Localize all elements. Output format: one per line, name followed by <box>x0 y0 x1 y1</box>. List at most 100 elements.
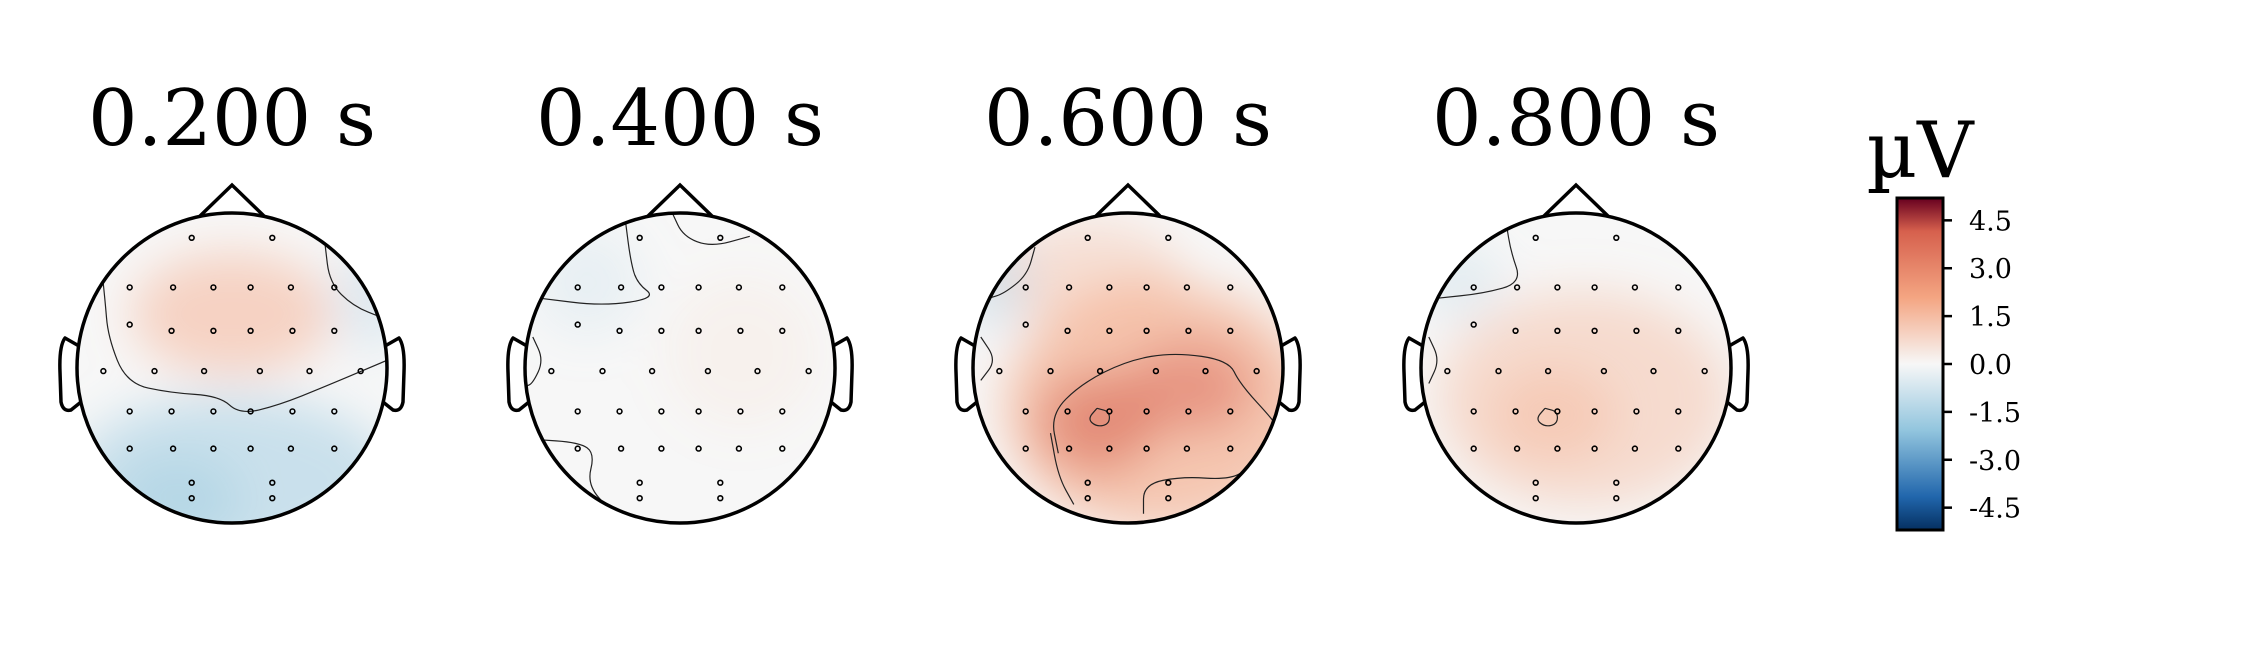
sensor-marker <box>1633 408 1640 415</box>
contour-line <box>980 336 993 381</box>
colorbar-gradient <box>1895 196 1945 532</box>
contour-line <box>324 243 385 319</box>
sensor-marker <box>1470 445 1477 452</box>
sensor-marker <box>1532 234 1539 242</box>
sensor-marker <box>289 408 296 415</box>
sensor-marker <box>1047 367 1054 375</box>
sensor-marker <box>1633 327 1640 334</box>
sensor-marker <box>1165 495 1172 502</box>
left-ear-outline <box>1402 336 1427 413</box>
right-ear-outline <box>829 336 854 413</box>
nose-outline <box>646 182 714 218</box>
sensor-marker <box>658 445 665 452</box>
contour-line <box>1428 336 1438 384</box>
sensor-marker <box>1513 445 1521 452</box>
sensor-marker <box>287 445 295 452</box>
topomap-panel: 0.400 s <box>506 74 854 525</box>
sensor-markers <box>100 234 364 502</box>
sensor-marker <box>695 284 702 291</box>
sensor-marker <box>1701 367 1708 375</box>
sensor-marker <box>548 367 555 375</box>
sensor-marker <box>1512 327 1519 334</box>
field-blob <box>996 220 1183 330</box>
sensor-marker <box>269 234 276 242</box>
sensor-marker <box>717 495 724 502</box>
sensor-marker <box>1675 408 1682 415</box>
sensor-marker <box>1600 367 1608 375</box>
field-blob <box>1421 244 1504 322</box>
sensor-marker <box>1022 284 1029 291</box>
sensor-marker <box>695 408 702 415</box>
sensor-marker <box>1165 234 1172 242</box>
sensor-marker <box>779 445 786 452</box>
head-outline <box>75 211 389 525</box>
sensor-marker <box>1065 445 1073 452</box>
sensor-marker <box>737 327 744 334</box>
sensor-marker <box>695 445 702 452</box>
field-blob <box>115 453 240 523</box>
head-outline <box>971 211 1285 525</box>
sensor-marker <box>617 445 625 452</box>
sensor-marker <box>1185 327 1192 334</box>
sensor-marker <box>599 367 606 375</box>
nose-outline <box>1542 182 1610 218</box>
sensor-marker <box>1143 284 1150 291</box>
sensor-marker <box>1227 408 1234 415</box>
sensor-marker <box>1185 408 1192 415</box>
sensor-marker <box>737 408 744 415</box>
sensor-marker <box>1470 321 1477 328</box>
sensor-marker <box>648 367 656 375</box>
field-blob <box>1124 340 1256 434</box>
sensor-marker <box>1022 321 1029 328</box>
contour-lines <box>525 213 750 511</box>
sensor-marker <box>1202 367 1209 375</box>
topomap-panel: 0.800 s <box>1402 74 1750 525</box>
colorbar-tick-label: -3.0 <box>1969 446 2021 477</box>
sensor-marker <box>1106 327 1113 334</box>
contour-line <box>532 438 611 511</box>
sensor-marker <box>1675 284 1682 291</box>
colorbar-tick-label: 3.0 <box>1969 254 2012 285</box>
sensor-marker <box>1065 284 1073 291</box>
sensor-marker <box>1591 284 1598 291</box>
sensor-marker <box>735 445 743 452</box>
panel-title: 0.200 s <box>88 74 376 164</box>
field-blob <box>131 251 333 376</box>
sensor-marker <box>168 327 175 334</box>
sensor-marker <box>1631 445 1639 452</box>
contour-line <box>988 246 1036 299</box>
topomap-field <box>77 213 387 523</box>
sensor-marker <box>1183 284 1191 291</box>
sensor-marker <box>126 445 133 452</box>
sensor-marker <box>247 327 254 334</box>
sensor-marker <box>100 367 107 375</box>
colorbar-label: µV <box>1866 106 1975 196</box>
contour-line <box>671 213 750 245</box>
sensor-marker <box>126 408 133 415</box>
sensor-marker <box>1084 234 1091 242</box>
sensor-marker <box>188 234 195 242</box>
sensor-marker <box>1096 367 1104 375</box>
sensor-marker <box>616 408 623 415</box>
sensor-marker <box>331 408 338 415</box>
sensor-marker <box>1532 495 1539 502</box>
topomap-panel: 0.600 s <box>954 74 1302 525</box>
sensor-marker <box>1022 445 1029 452</box>
sensor-marker <box>779 408 786 415</box>
topomap-field <box>525 213 835 523</box>
sensor-marker <box>1227 284 1234 291</box>
sensor-marker <box>269 495 276 502</box>
sensor-marker <box>658 284 665 291</box>
nose-outline <box>198 182 266 218</box>
sensor-marker <box>210 284 217 291</box>
sensor-marker <box>169 284 177 291</box>
sensor-marker <box>1591 327 1598 334</box>
sensor-marker <box>1143 445 1150 452</box>
sensor-marker <box>574 321 581 328</box>
contour-lines <box>99 243 387 412</box>
sensor-marker <box>1064 327 1071 334</box>
field-blob <box>664 275 820 430</box>
contour-lines <box>1428 223 1559 427</box>
contour-line <box>99 256 387 412</box>
